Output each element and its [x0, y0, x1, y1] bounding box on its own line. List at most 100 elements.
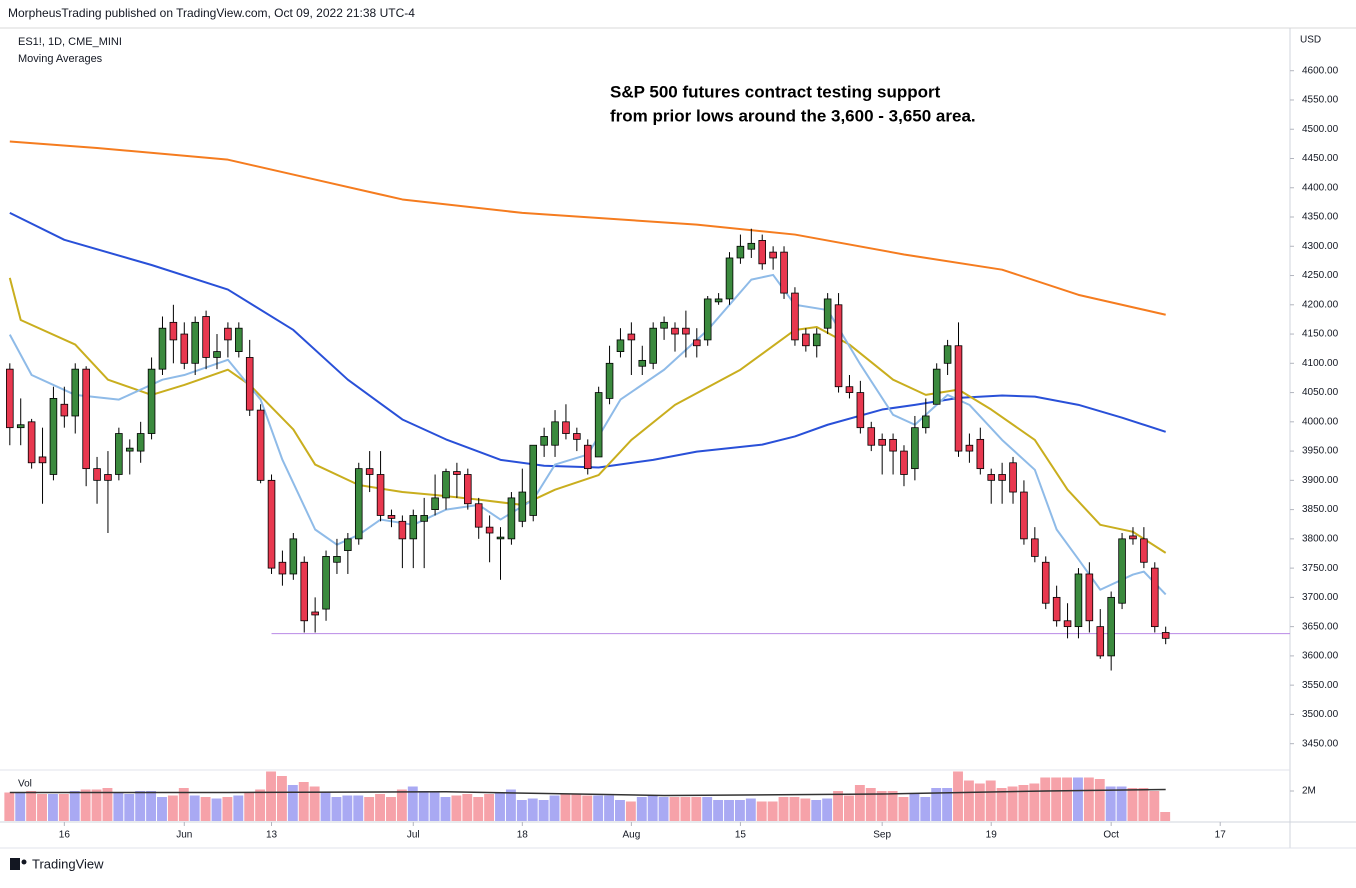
x-tick-label: Aug [622, 830, 640, 841]
volume-bar [625, 801, 636, 821]
volume-bar [124, 794, 135, 821]
y-tick-label: 3750.00 [1302, 563, 1339, 574]
volume-bar [189, 795, 200, 821]
candle-body [747, 242, 756, 250]
y-tick-label: 4400.00 [1302, 182, 1339, 193]
volume-bar [1116, 786, 1127, 821]
volume-bar [69, 791, 80, 821]
candle-body [464, 474, 472, 505]
volume-bar [953, 771, 963, 821]
volume-bar [745, 798, 756, 821]
candle-body [453, 471, 461, 475]
volume-bar [931, 788, 942, 821]
volume-bar [789, 797, 800, 821]
candle-body [856, 392, 865, 429]
candle-body [823, 298, 832, 329]
y-tick-label: 3800.00 [1302, 533, 1339, 544]
volume-bar [15, 792, 26, 821]
candle-body [1161, 632, 1170, 639]
volume-bar [1051, 777, 1062, 821]
candle-body [180, 333, 189, 364]
volume-bar [353, 795, 364, 821]
volume-bar [702, 797, 713, 821]
volume-bar [800, 798, 811, 821]
volume-bar [386, 797, 396, 821]
volume-bar [484, 794, 495, 821]
volume-bar [604, 795, 615, 821]
volume-bar [833, 791, 844, 821]
volume-bar [113, 792, 124, 821]
candle-body [1052, 596, 1061, 622]
candle-body [376, 474, 385, 516]
volume-bar [767, 801, 778, 821]
y-tick-label: 4500.00 [1302, 124, 1339, 135]
candle-body [725, 257, 734, 300]
y-tick-label: 3950.00 [1302, 446, 1339, 457]
volume-bar [1007, 786, 1018, 821]
volume-bar [549, 795, 560, 821]
candle-body [889, 438, 897, 452]
volume-bar [734, 800, 745, 821]
volume-bar [80, 789, 91, 821]
volume-bar [276, 776, 287, 821]
candle-body [300, 561, 309, 622]
volume-bar [407, 786, 418, 821]
footer-brand: TradingView [32, 856, 104, 871]
candle-body [202, 316, 210, 358]
candle-body [660, 321, 668, 329]
volume-bar [942, 788, 953, 821]
candle-body [191, 321, 199, 364]
volume-bar [985, 780, 996, 821]
candle-body [878, 438, 886, 446]
candle-body [322, 556, 330, 610]
volume-bar [342, 795, 353, 821]
volume-bar [865, 788, 876, 821]
candle-body [638, 359, 647, 367]
candle-body [1063, 620, 1072, 628]
y-tick-label: 4300.00 [1302, 241, 1339, 252]
volume-bar [1094, 779, 1105, 821]
candle-body [693, 339, 701, 347]
x-tick-label: Oct [1103, 830, 1119, 841]
volume-bar [822, 798, 833, 821]
y-tick-label: 4550.00 [1302, 95, 1339, 106]
x-tick-label: 17 [1215, 830, 1227, 841]
candle-body [365, 468, 374, 475]
y-tick-label: 4600.00 [1302, 65, 1339, 76]
volume-bar [996, 788, 1007, 821]
candle-body [289, 538, 298, 575]
y-tick-label: 4000.00 [1302, 416, 1339, 427]
y-tick-label: 3600.00 [1302, 651, 1339, 662]
candle-body [1140, 538, 1148, 563]
candle-body [311, 611, 319, 616]
volume-bar [146, 791, 157, 821]
volume-label: Vol [18, 779, 32, 790]
volume-bar [1149, 791, 1160, 821]
candle-body [256, 409, 265, 481]
candle-body [616, 339, 625, 353]
volume-bar [538, 800, 549, 821]
candle-body [344, 538, 352, 551]
volume-bar [462, 794, 473, 821]
candle-body [354, 468, 363, 540]
volume-bar [375, 794, 386, 821]
x-tick-label: Jun [176, 830, 192, 841]
candle-body [27, 421, 36, 464]
candle-body [235, 327, 243, 353]
candle-body [1096, 626, 1105, 657]
candle-body [649, 327, 657, 364]
candle-body [431, 497, 439, 510]
candle-body [540, 436, 548, 446]
volume-bar [571, 794, 582, 821]
candle-body [1118, 538, 1126, 604]
candle-body [791, 292, 799, 341]
candle-body [834, 304, 843, 388]
volume-bar [593, 795, 604, 821]
candle-body [49, 398, 58, 475]
volume-bar [178, 788, 189, 821]
candle-body [714, 298, 723, 303]
candle-body [16, 424, 25, 429]
volume-bar [1029, 783, 1040, 821]
candle-body [158, 327, 167, 370]
